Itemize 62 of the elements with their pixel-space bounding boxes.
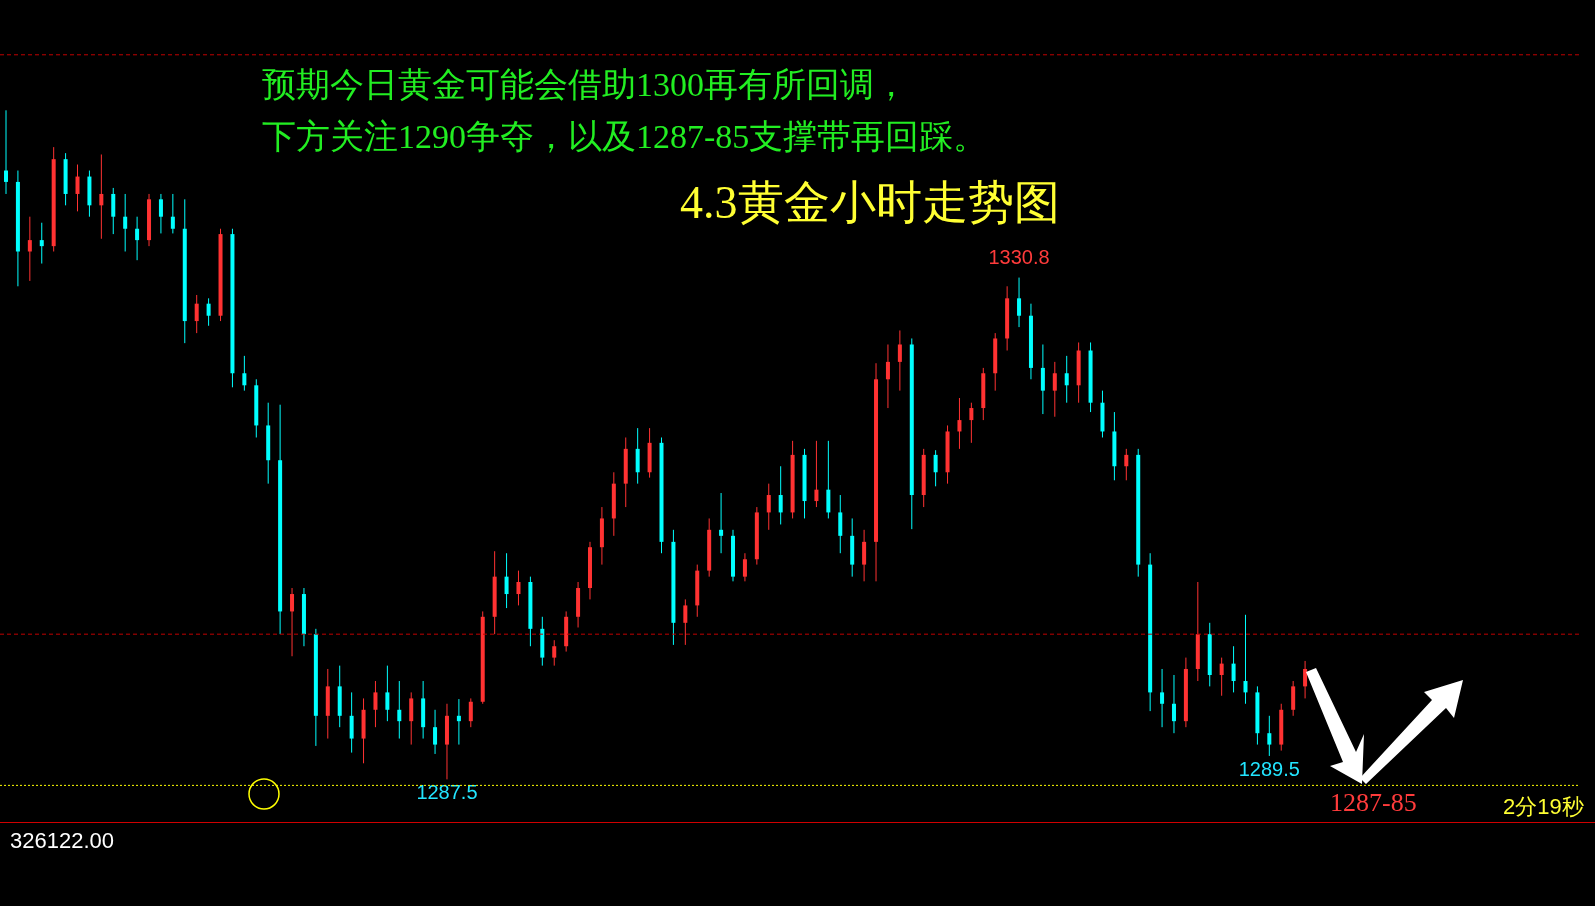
candlestick (158, 193, 163, 234)
candlestick (719, 492, 724, 554)
candlestick (683, 598, 688, 646)
candlestick (111, 187, 116, 235)
annotation: 1330.8 (988, 245, 1050, 268)
candlestick (1291, 680, 1296, 717)
candlestick (456, 698, 461, 746)
candlestick (409, 691, 414, 746)
candlestick (75, 164, 80, 212)
candlestick (206, 297, 211, 327)
candlestick (885, 343, 890, 409)
candlestick (933, 449, 938, 487)
candlestick (552, 639, 557, 667)
candlestick (242, 355, 247, 392)
candlestick (385, 665, 390, 722)
candlestick (635, 427, 640, 485)
candlestick (1124, 448, 1129, 481)
candlestick (1231, 645, 1236, 693)
candlestick (1017, 277, 1022, 328)
candlestick (27, 216, 32, 282)
candlestick (1267, 715, 1272, 757)
annotation: 下方关注1290争夺，以及1287-85支撑带再回踩。 (262, 117, 988, 157)
candlestick (838, 494, 843, 554)
candlestick (433, 709, 438, 755)
candlestick (957, 397, 962, 450)
candlestick (516, 570, 521, 606)
candlestick (4, 109, 8, 195)
text: 预期今日黄金可能会借助1300再有所回调， (262, 65, 908, 105)
candlestick (742, 552, 747, 582)
candlestick (1171, 674, 1176, 734)
candlestick (468, 697, 473, 728)
candlestick (862, 529, 867, 582)
annotation: 1289.5 (1238, 757, 1300, 780)
text: 4.3黄金小时走势图 (680, 176, 1060, 230)
candlestick (826, 440, 831, 519)
candlestick (969, 402, 974, 444)
candlestick (349, 691, 354, 754)
candlestick (135, 216, 140, 261)
candlestick (1064, 355, 1069, 404)
candlestick (504, 552, 509, 609)
candlestick (1040, 343, 1045, 415)
text: 2分19秒 (1503, 793, 1584, 821)
candlestick (897, 329, 902, 392)
candlestick (1303, 660, 1308, 699)
text: 1287-85 (1330, 788, 1417, 818)
candlestick (290, 587, 295, 657)
candlestick (123, 193, 128, 252)
candlestick (1160, 668, 1165, 728)
candlestick (373, 680, 378, 728)
candlestick (814, 440, 819, 508)
candlestick (766, 483, 771, 531)
candlestick (1243, 614, 1248, 705)
candlestick (99, 153, 104, 240)
text: 326122.00 (10, 828, 114, 854)
candlestick (1219, 657, 1224, 697)
candlestick (39, 222, 44, 265)
candlestick (778, 465, 783, 525)
candlestick (194, 294, 199, 334)
candlestick (1052, 361, 1057, 418)
candlestick (170, 193, 175, 234)
candlestick (397, 680, 402, 740)
annotation: 1287.5 (416, 781, 478, 804)
